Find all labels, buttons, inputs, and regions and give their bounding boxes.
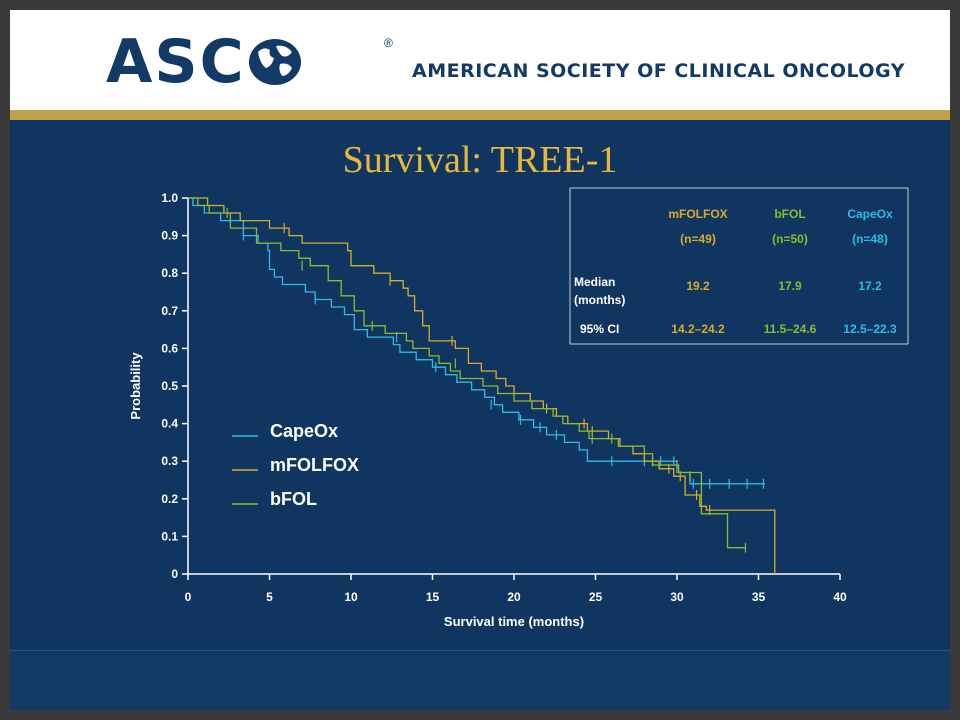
- table-median-mfolfox: 19.2: [686, 279, 710, 293]
- header-band: ASC ® AMERICAN SOCIETY OF CLINICAL ONCOL…: [10, 10, 950, 110]
- table-ci-mfolfox: 14.2–24.2: [671, 322, 725, 336]
- x-tick-label: 40: [833, 590, 847, 604]
- table-header-capeox: CapeOx: [847, 207, 893, 221]
- y-tick-label: 0.2: [161, 492, 178, 506]
- y-tick-label: 1.0: [161, 191, 178, 205]
- axes: 0 5 10 15 20 25 30 35 40 0 0.1 0.2 0.3 0.4 0.5 0.6 0.7 0.…: [161, 191, 847, 604]
- row-label-ci: 95% CI: [580, 322, 619, 336]
- x-axis-title: Survival time (months): [444, 614, 584, 629]
- row-label-months: (months): [574, 293, 625, 307]
- y-tick-label: 0.1: [161, 529, 178, 543]
- x-tick-label: 0: [185, 590, 192, 604]
- table-n-mfolfox: (n=49): [680, 232, 716, 246]
- x-tick-label: 20: [507, 590, 521, 604]
- registered-mark: ®: [384, 36, 393, 50]
- legend-label-capeox: CapeOx: [270, 421, 338, 441]
- y-tick-label: 0.8: [161, 266, 178, 280]
- table-ci-capeox: 12.5–22.3: [843, 322, 897, 336]
- median-table: Median (months) 95% CI mFOLFOX (n=49) 19.2…: [569, 187, 909, 345]
- table-n-capeox: (n=48): [852, 232, 888, 246]
- x-tick-label: 15: [426, 590, 440, 604]
- header-rule: [10, 110, 950, 120]
- y-tick-label: 0.5: [161, 379, 178, 393]
- table-header-mfolfox: mFOLFOX: [668, 207, 727, 221]
- table-n-bfol: (n=50): [772, 232, 808, 246]
- y-tick-label: 0.7: [161, 304, 178, 318]
- series-line-capeox: [188, 197, 765, 485]
- asco-logo-text: ASC: [106, 27, 246, 97]
- table-median-bfol: 17.9: [778, 279, 802, 293]
- globe-icon: [248, 39, 301, 85]
- series-line-bfol: [188, 197, 746, 549]
- x-tick-label: 30: [670, 590, 684, 604]
- asco-logo: ASC: [106, 30, 304, 94]
- table-median-capeox: 17.2: [858, 279, 882, 293]
- y-tick-label: 0.4: [161, 417, 178, 431]
- slide-title: Survival: TREE-1: [342, 139, 618, 181]
- y-tick-label: 0.3: [161, 454, 178, 468]
- curves: [188, 197, 776, 574]
- legend-label-mfolfox: mFOLFOX: [270, 455, 359, 475]
- table-ci-bfol: 11.5–24.6: [764, 322, 817, 336]
- organization-name: AMERICAN SOCIETY OF CLINICAL ONCOLOGY: [412, 60, 905, 82]
- slide: ASC ® AMERICAN SOCIETY OF CLINICAL ONCOL…: [10, 10, 950, 710]
- y-tick-label: 0: [171, 567, 178, 581]
- x-tick-label: 5: [266, 590, 273, 604]
- x-tick-label: 35: [752, 590, 766, 604]
- y-tick-label: 0.6: [161, 341, 178, 355]
- y-tick-label: 0.9: [161, 229, 178, 243]
- table-header-bfol: bFOL: [774, 207, 805, 221]
- row-label-median: Median: [574, 275, 615, 289]
- y-axis-title: Probability: [128, 352, 143, 420]
- legend-label-bfol: bFOL: [270, 489, 317, 509]
- series-line-mfolfox: [188, 197, 776, 574]
- footer-band: [10, 650, 950, 710]
- legend: CapeOx mFOLFOX bFOL: [232, 421, 359, 509]
- x-tick-label: 25: [589, 590, 603, 604]
- x-tick-label: 10: [344, 590, 358, 604]
